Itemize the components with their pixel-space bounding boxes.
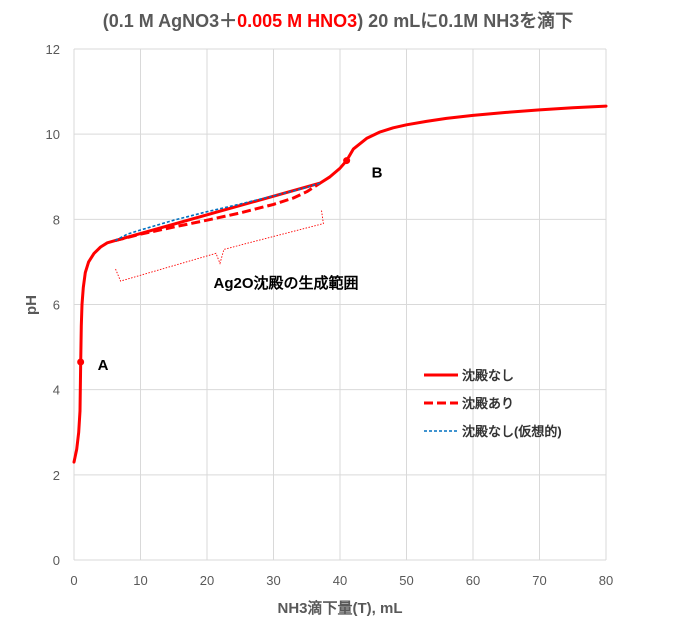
y-tick-label: 12: [46, 42, 60, 57]
point-label-b: B: [372, 165, 383, 182]
series-line-1: [72, 104, 608, 464]
point-marker-b: [343, 157, 351, 165]
x-tick-label: 80: [599, 573, 613, 588]
chart-title-text: (0.1 M AgNO3＋0.005 M HNO3) 20 mLに0.1M NH…: [103, 10, 573, 31]
annotation-layer: Ag2O沈殿の生成範囲: [115, 209, 359, 292]
series-layer: [72, 104, 608, 464]
y-axis-title: pH: [23, 295, 40, 315]
x-tick-label: 0: [70, 573, 77, 588]
y-tick-label: 10: [46, 127, 60, 142]
x-tick-label: 50: [399, 573, 413, 588]
series-line-3: [114, 182, 321, 242]
x-tick-label: 10: [133, 573, 147, 588]
chart-title-part-1: (0.1 M AgNO3＋: [103, 11, 237, 31]
grid: [73, 48, 607, 561]
x-tick-label: 20: [200, 573, 214, 588]
x-tick-labels: 0 10 20 30 40 50 60 70 80: [70, 573, 613, 588]
x-tick-label: 40: [333, 573, 347, 588]
x-tick-label: 60: [466, 573, 480, 588]
annotation-label: Ag2O沈殿の生成範囲: [213, 274, 358, 292]
x-tick-label: 70: [532, 573, 546, 588]
legend-label-1: 沈殿なし: [462, 368, 514, 383]
points-layer: AB: [77, 157, 383, 374]
y-tick-label: 4: [53, 383, 60, 398]
y-tick-label: 6: [53, 298, 60, 313]
point-label-a: A: [98, 357, 109, 374]
y-tick-label: 8: [53, 212, 60, 227]
chart-title-part-3: ) 20 mLに0.1M NH3を滴下: [357, 10, 573, 31]
legend-label-3: 沈殿なし(仮想的): [462, 424, 562, 439]
y-tick-label: 2: [53, 468, 60, 483]
annotation-brace: [115, 209, 324, 282]
y-tick-label: 0: [53, 553, 60, 568]
y-tick-labels: 0 2 4 6 8 10 12: [46, 42, 60, 568]
chart-title-part-2: 0.005 M HNO3: [237, 11, 357, 31]
chart-title: (0.1 M AgNO3＋0.005 M HNO3) 20 mLに0.1M NH…: [103, 10, 573, 31]
legend-label-2: 沈殿あり: [462, 396, 514, 411]
x-axis-title: NH3滴下量(T), mL: [278, 599, 403, 617]
point-marker-a: [77, 358, 85, 366]
x-tick-label: 30: [266, 573, 280, 588]
